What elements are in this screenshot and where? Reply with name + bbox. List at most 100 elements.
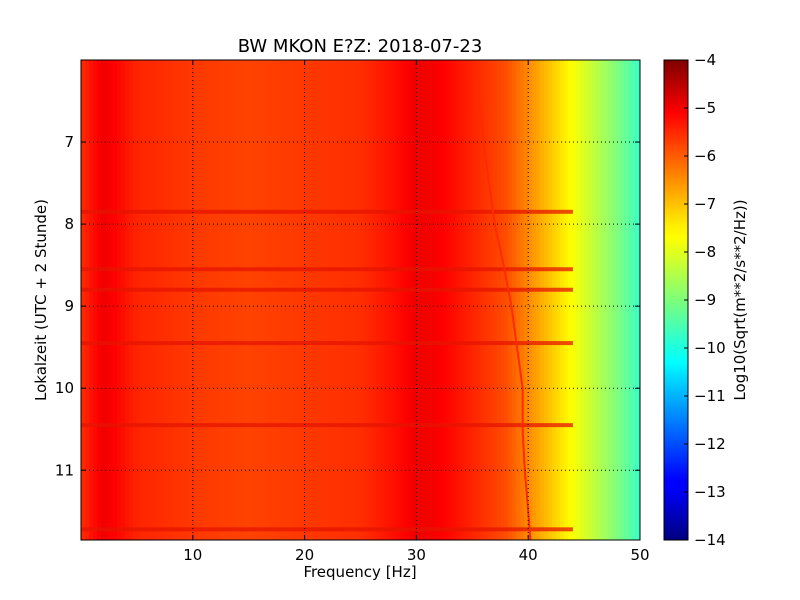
- heatmap-cell: [164, 60, 170, 540]
- colorbar-label: Log10(Sqrt(m**2/s**2/Hz)): [731, 199, 749, 400]
- heatmap-cell: [292, 60, 298, 540]
- heatmap-cell: [456, 60, 461, 540]
- horizontal-band: [81, 267, 573, 272]
- heatmap-cell: [564, 60, 569, 540]
- heatmap-cell: [584, 60, 589, 540]
- heatmap-cell: [204, 60, 210, 540]
- heatmap-cell: [628, 60, 633, 540]
- x-axis-ticks: 10 20 30 40 50: [183, 60, 650, 564]
- heatmap-cell: [128, 60, 134, 540]
- heatmap-cell: [548, 60, 553, 540]
- heatmap-cell: [396, 60, 402, 540]
- heatmap-cell: [504, 60, 509, 540]
- heatmap-cell: [528, 60, 533, 540]
- colorbar-tick-label: −10: [694, 339, 726, 357]
- y-tick-label: 9: [64, 297, 74, 315]
- horizontal-bands: [81, 209, 573, 532]
- heatmap-cell: [420, 60, 425, 540]
- heatmap-cell: [316, 60, 322, 540]
- plot-grid: [81, 60, 640, 540]
- heatmap-cell: [464, 60, 469, 540]
- heatmap-cell: [116, 60, 122, 540]
- heatmap-cell: [256, 60, 262, 540]
- colorbar-ticks: −4 −5 −6 −7 −8 −9 −10 −11 −12 −13 −14: [684, 51, 726, 549]
- heatmap-cell: [380, 60, 386, 540]
- horizontal-band: [81, 341, 573, 346]
- heatmap-cell: [432, 60, 437, 540]
- x-tick-label: 50: [630, 546, 649, 564]
- heatmap-cell: [492, 60, 497, 540]
- heatmap-cell: [260, 60, 266, 540]
- heatmap-cell: [84, 60, 90, 540]
- heatmap-cell: [332, 60, 338, 540]
- heatmap-cell: [608, 60, 613, 540]
- heatmap-cell: [588, 60, 593, 540]
- heatmap-cell: [452, 60, 457, 540]
- heatmap-cell: [328, 60, 334, 540]
- heatmap-cell: [304, 60, 310, 540]
- heatmap-cell: [96, 60, 102, 540]
- heatmap-cell: [240, 60, 246, 540]
- heatmap-cell: [120, 60, 126, 540]
- heatmap-cell: [352, 60, 358, 540]
- y-axis-label: Lokalzeit (UTC + 2 Stunde): [32, 199, 50, 401]
- heatmap-cell: [324, 60, 330, 540]
- x-tick-label: 20: [295, 546, 314, 564]
- heatmap-cell: [136, 60, 142, 540]
- colorbar-tick-label: −13: [694, 483, 726, 501]
- heatmap-cell: [400, 60, 406, 540]
- heatmap-cell: [244, 60, 250, 540]
- heatmap-cell: [208, 60, 214, 540]
- horizontal-band: [81, 527, 573, 532]
- heatmap-cell: [212, 60, 218, 540]
- drifting-spectral-line: [476, 84, 532, 540]
- heatmap-cell: [476, 60, 481, 540]
- heatmap-cell: [132, 60, 138, 540]
- horizontal-band: [81, 209, 573, 214]
- heatmap-cell: [364, 60, 370, 540]
- heatmap-cell: [448, 60, 453, 540]
- heatmap-cell: [360, 60, 366, 540]
- heatmap-cell: [372, 60, 378, 540]
- x-tick-label: 30: [407, 546, 426, 564]
- heatmap-cell: [152, 60, 158, 540]
- heatmap-cell: [524, 60, 529, 540]
- heatmap-cell: [424, 60, 429, 540]
- heatmap-cell: [184, 60, 190, 540]
- heatmap-cell: [236, 60, 242, 540]
- heatmap-cell: [168, 60, 174, 540]
- heatmap-cell: [560, 60, 565, 540]
- colorbar-tick-label: −14: [694, 531, 726, 549]
- y-tick-label: 7: [64, 133, 74, 151]
- heatmap-cell: [188, 60, 194, 540]
- heatmap-cell: [624, 60, 629, 540]
- heatmap-cell: [468, 60, 473, 540]
- heatmap-cell: [416, 60, 421, 540]
- heatmap-cell: [288, 60, 294, 540]
- heatmap-cell: [220, 60, 226, 540]
- heatmap-cell: [484, 60, 489, 540]
- heatmap-cell: [600, 60, 605, 540]
- heatmap-cell: [88, 60, 94, 540]
- heatmap-cell: [412, 60, 417, 540]
- heatmap-cell: [536, 60, 541, 540]
- heatmap-cell: [580, 60, 585, 540]
- heatmap-cell: [408, 60, 414, 540]
- colorbar-tick-label: −8: [694, 243, 716, 261]
- heatmap-cell: [596, 60, 601, 540]
- y-tick-label: 10: [55, 379, 74, 397]
- heatmap-cell: [344, 60, 350, 540]
- heatmap-cell: [280, 60, 286, 540]
- heatmap-cell: [180, 60, 186, 540]
- heatmap-cell: [272, 60, 278, 540]
- heatmap-cell: [340, 60, 346, 540]
- heatmap-cell: [568, 60, 573, 540]
- heatmap-cell: [124, 60, 130, 540]
- heatmap-cell: [552, 60, 557, 540]
- heatmap-cell: [636, 60, 640, 540]
- heatmap-cell: [616, 60, 621, 540]
- heatmap-cell: [576, 60, 581, 540]
- heatmap-cell: [200, 60, 206, 540]
- heatmap-cell: [544, 60, 549, 540]
- heatmap-cell: [160, 60, 166, 540]
